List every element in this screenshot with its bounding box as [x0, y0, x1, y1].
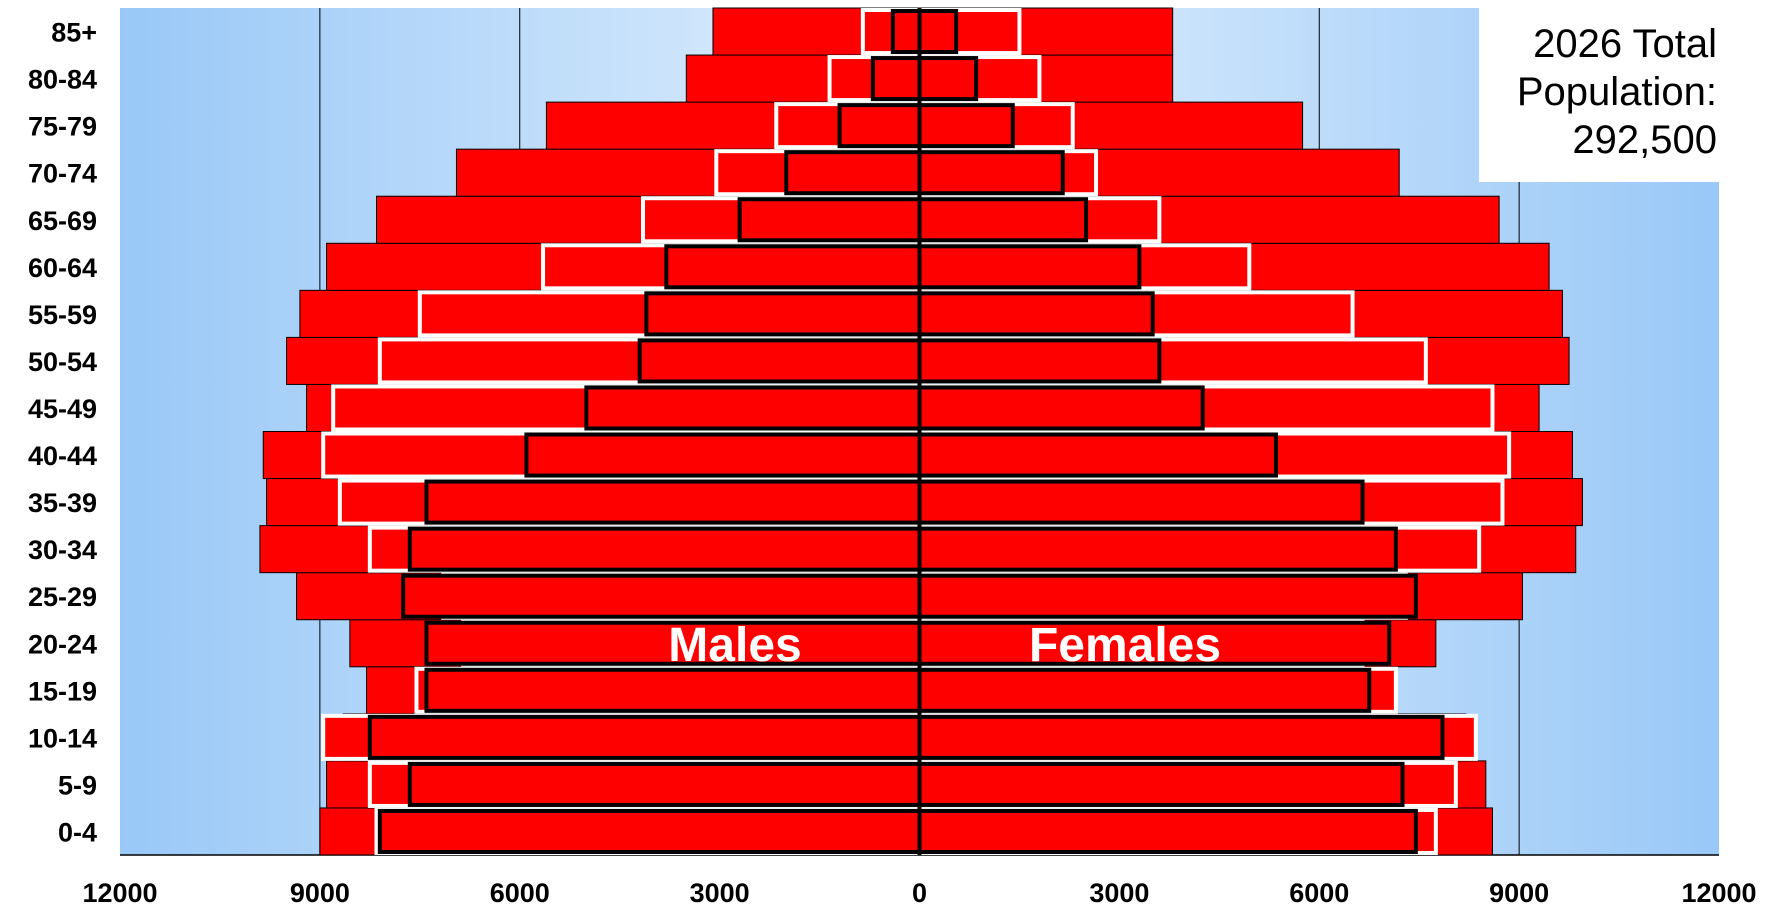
bar-female-0-4	[917, 808, 1418, 855]
bar-male-0-4	[377, 808, 922, 855]
age-label-0-4: 0-4	[58, 817, 97, 847]
age-label-30-34: 30-34	[28, 535, 97, 565]
age-label-10-14: 10-14	[28, 723, 97, 753]
age-label-20-24: 20-24	[28, 629, 97, 659]
age-label-85+: 85+	[51, 18, 97, 48]
x-tick-label: 9000	[290, 878, 350, 908]
bar-female-5-9	[917, 761, 1405, 807]
females-label: Females	[1029, 619, 1221, 672]
bar-female-65-69	[917, 197, 1089, 243]
bar-male-75-79	[837, 103, 922, 149]
age-label-75-79: 75-79	[28, 112, 97, 142]
annotation-line-3: 292,500	[1572, 118, 1717, 162]
age-label-50-54: 50-54	[28, 347, 97, 377]
bar-female-55-59	[917, 291, 1155, 337]
annotation-line-2: Population:	[1516, 70, 1717, 114]
age-label-65-69: 65-69	[28, 206, 97, 236]
bar-female-10-14	[917, 714, 1445, 760]
bar-female-80-84	[917, 56, 979, 102]
bar-male-70-74	[784, 150, 922, 196]
bar-male-80-84	[870, 56, 922, 102]
total-population-annotation: 2026 Total Population: 292,500	[1479, 8, 1725, 182]
age-label-55-59: 55-59	[28, 300, 97, 330]
y-axis-labels: 0-4 5-9 10-14 15-19 20-24 25-29 30-34 35-39 40-4…	[28, 18, 97, 848]
x-tick-label: 3000	[690, 878, 750, 908]
bar-female-70-74	[917, 150, 1065, 196]
age-label-25-29: 25-29	[28, 582, 97, 612]
age-label-45-49: 45-49	[28, 394, 97, 424]
bar-male-65-69	[737, 197, 922, 243]
x-tick-label: 6000	[490, 878, 550, 908]
age-label-15-19: 15-19	[28, 676, 97, 706]
bar-female-30-34	[917, 526, 1398, 572]
bar-female-15-19	[917, 667, 1372, 713]
x-tick-label: 12000	[82, 878, 157, 908]
age-label-5-9: 5-9	[58, 770, 97, 800]
x-tick-label: 12000	[1681, 878, 1756, 908]
age-label-35-39: 35-39	[28, 488, 97, 518]
annotation-line-1: 2026 Total	[1533, 22, 1717, 66]
bar-male-40-44	[524, 432, 922, 478]
bar-male-35-39	[424, 479, 922, 525]
bar-female-45-49	[917, 385, 1205, 431]
bar-male-55-59	[644, 291, 922, 337]
bar-male-85+	[890, 9, 922, 55]
age-label-80-84: 80-84	[28, 65, 97, 95]
bars-group	[259, 7, 1583, 856]
bar-male-5-9	[407, 761, 922, 807]
bar-female-75-79	[917, 103, 1015, 149]
bar-female-85+	[917, 9, 959, 55]
x-tick-label: 0	[912, 878, 927, 908]
x-axis-labels: 12000 9000 6000 3000 0 3000 6000 9000 12000	[82, 878, 1756, 908]
x-tick-label: 6000	[1289, 878, 1349, 908]
bar-male-10-14	[367, 714, 922, 760]
bar-male-20-24	[424, 620, 922, 666]
x-tick-label: 3000	[1089, 878, 1149, 908]
x-tick-label: 9000	[1489, 878, 1549, 908]
age-label-60-64: 60-64	[28, 253, 97, 283]
bar-male-30-34	[407, 526, 922, 572]
age-label-70-74: 70-74	[28, 159, 97, 189]
males-label: Males	[668, 619, 801, 672]
bar-female-35-39	[917, 479, 1365, 525]
bar-male-15-19	[424, 667, 922, 713]
bar-female-50-54	[917, 338, 1162, 384]
bar-female-40-44	[917, 432, 1278, 478]
bar-male-60-64	[664, 244, 922, 290]
bar-female-25-29	[917, 573, 1418, 619]
bar-female-60-64	[917, 244, 1142, 290]
bar-male-50-54	[637, 338, 922, 384]
bar-male-45-49	[584, 385, 922, 431]
age-label-40-44: 40-44	[28, 441, 97, 471]
bar-male-25-29	[401, 573, 922, 619]
